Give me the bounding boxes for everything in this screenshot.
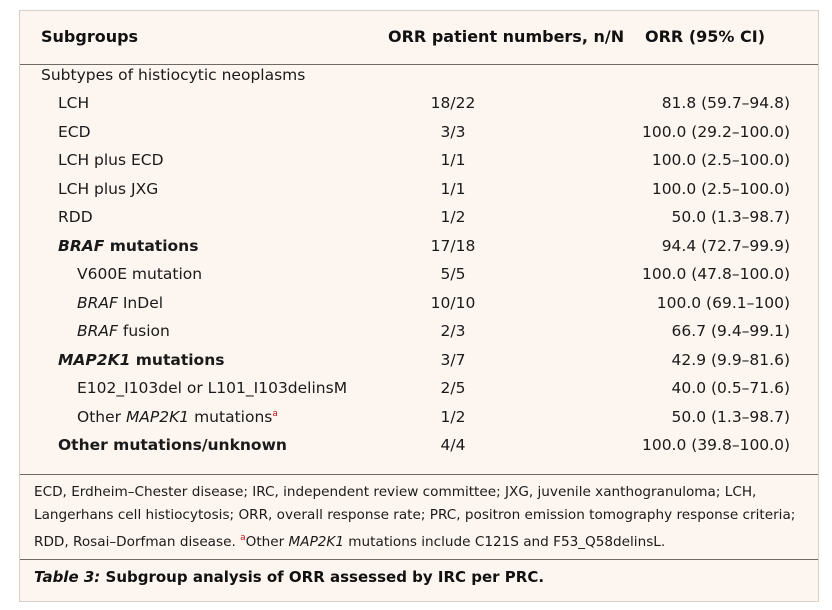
n-cell: 1/2 [440, 208, 466, 226]
table-row: BRAF InDel 10/10 100.0 (69.1–100) [20, 291, 818, 319]
subgroup-cell: ECD [58, 123, 91, 141]
subgroup-cell: BRAF mutations [58, 237, 198, 255]
table-row: Other MAP2K1 mutationsa 1/2 50.0 (1.3–98… [20, 405, 818, 433]
footnote-marker: a [272, 409, 278, 419]
table-row: E102_I103del or L101_I103delinsM 2/5 40.… [20, 376, 818, 404]
table-caption: Table 3: Subgroup analysis of ORR assess… [34, 568, 544, 586]
subgroup-text: fusion [117, 322, 170, 340]
gene-name: BRAF [58, 237, 105, 255]
orr-cell: 100.0 (29.2–100.0) [641, 123, 790, 141]
table-row: LCH plus ECD 1/1 100.0 (2.5–100.0) [20, 148, 818, 176]
subgroup-cell: RDD [58, 208, 93, 226]
orr-cell: 94.4 (72.7–99.9) [661, 237, 790, 255]
table-row: LCH plus JXG 1/1 100.0 (2.5–100.0) [20, 177, 818, 205]
table-row: ECD 3/3 100.0 (29.2–100.0) [20, 120, 818, 148]
table-row: MAP2K1 mutations 3/7 42.9 (9.9–81.6) [20, 348, 818, 376]
orr-cell: 66.7 (9.4–99.1) [671, 322, 790, 340]
subgroup-text: mutations [130, 351, 225, 369]
table-row: Other mutations/unknown 4/4 100.0 (39.8–… [20, 433, 818, 461]
table-row: BRAF mutations 17/18 94.4 (72.7–99.9) [20, 234, 818, 262]
table-container: Subgroups ORR patient numbers, n/N ORR (… [19, 10, 819, 602]
table-row: LCH 18/22 81.8 (59.7–94.8) [20, 91, 818, 119]
n-cell: 10/10 [430, 294, 476, 312]
gene-name: BRAF [77, 294, 118, 312]
orr-cell: 100.0 (69.1–100) [656, 294, 790, 312]
gene-name: MAP2K1 [58, 351, 131, 369]
caption-label: Table 3: [34, 568, 101, 586]
orr-cell: 100.0 (39.8–100.0) [641, 436, 790, 454]
subgroup-cell: LCH plus ECD [58, 151, 164, 169]
n-cell: 3/3 [440, 123, 466, 141]
n-cell: 4/4 [440, 436, 466, 454]
n-cell: 1/1 [440, 151, 466, 169]
footnote: ECD, Erdheim–Chester disease; IRC, indep… [34, 481, 804, 554]
orr-cell: 100.0 (47.8–100.0) [641, 265, 790, 283]
subgroup-cell: BRAF InDel [77, 294, 163, 312]
footnote-gene-name: MAP2K1 [288, 534, 344, 550]
subgroup-cell: V600E mutation [77, 265, 203, 283]
section-label: Subtypes of histiocytic neoplasms [41, 66, 306, 84]
footnote-divider [20, 474, 818, 475]
gene-name: BRAF [77, 322, 118, 340]
orr-cell: 40.0 (0.5–71.6) [671, 379, 790, 397]
subgroup-cell: LCH [58, 94, 90, 112]
n-cell: 1/1 [440, 180, 466, 198]
table-row: RDD 1/2 50.0 (1.3–98.7) [20, 205, 818, 233]
gene-name: MAP2K1 [125, 408, 190, 426]
section-row: Subtypes of histiocytic neoplasms [20, 63, 818, 91]
footnote-note-prefix: Other [245, 534, 289, 550]
subgroup-prefix: Other [77, 408, 126, 426]
n-cell: 2/5 [440, 379, 466, 397]
subgroup-cell: Other mutations/unknown [58, 436, 287, 454]
orr-cell: 50.0 (1.3–98.7) [671, 208, 790, 226]
header-orr: ORR (95% CI) [645, 27, 765, 46]
n-cell: 1/2 [440, 408, 466, 426]
orr-cell: 81.8 (59.7–94.8) [661, 94, 790, 112]
subgroup-text: mutations [104, 237, 199, 255]
orr-cell: 50.0 (1.3–98.7) [671, 408, 790, 426]
orr-cell: 100.0 (2.5–100.0) [651, 180, 790, 198]
table-header: Subgroups ORR patient numbers, n/N ORR (… [20, 11, 818, 65]
orr-cell: 100.0 (2.5–100.0) [651, 151, 790, 169]
n-cell: 18/22 [430, 94, 476, 112]
footnote-marker: a [240, 533, 246, 543]
header-subgroups: Subgroups [41, 27, 139, 46]
footnote-abbreviations: ECD, Erdheim–Chester disease; IRC, indep… [34, 484, 796, 550]
subgroup-text: mutations [189, 408, 273, 426]
subgroup-cell: BRAF fusion [77, 322, 170, 340]
n-cell: 5/5 [440, 265, 466, 283]
subgroup-cell: E102_I103del or L101_I103delinsM [77, 379, 348, 397]
subgroup-cell: LCH plus JXG [58, 180, 159, 198]
n-cell: 17/18 [430, 237, 476, 255]
n-cell: 3/7 [440, 351, 466, 369]
header-patient-numbers: ORR patient numbers, n/N [388, 27, 625, 46]
table-row: V600E mutation 5/5 100.0 (47.8–100.0) [20, 262, 818, 290]
subgroup-cell: MAP2K1 mutations [58, 351, 224, 369]
footnote-note-text: mutations include C121S and F53_Q58delin… [343, 534, 666, 550]
subgroup-text: InDel [117, 294, 164, 312]
n-cell: 2/3 [440, 322, 466, 340]
subgroup-cell: Other MAP2K1 mutationsa [77, 408, 278, 426]
orr-cell: 42.9 (9.9–81.6) [671, 351, 790, 369]
caption-text: Subgroup analysis of ORR assessed by IRC… [100, 568, 545, 586]
table-row: BRAF fusion 2/3 66.7 (9.4–99.1) [20, 319, 818, 347]
caption-divider [20, 559, 818, 560]
